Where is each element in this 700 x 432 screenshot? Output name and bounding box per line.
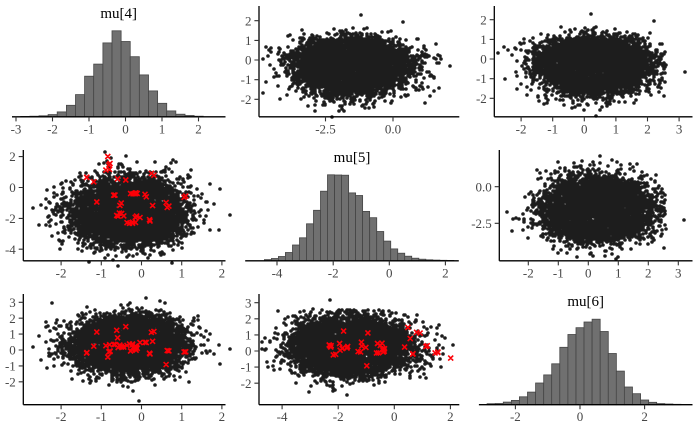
- svg-text:-1: -1: [553, 265, 564, 280]
- svg-text:3: 3: [245, 295, 252, 310]
- svg-text:2: 2: [645, 265, 652, 280]
- svg-text:-1: -1: [547, 121, 558, 136]
- svg-text:-2: -2: [5, 211, 16, 226]
- svg-text:mu[5]: mu[5]: [334, 150, 371, 166]
- svg-text:1: 1: [245, 33, 252, 48]
- svg-text:2: 2: [219, 265, 226, 280]
- svg-text:0: 0: [581, 121, 588, 136]
- svg-text:2: 2: [442, 265, 449, 280]
- svg-text:0: 0: [245, 53, 252, 68]
- svg-text:-1: -1: [241, 72, 252, 87]
- svg-text:0.0: 0.0: [476, 179, 492, 194]
- svg-text:-2: -2: [47, 121, 58, 136]
- svg-text:2: 2: [219, 409, 226, 424]
- svg-text:-4: -4: [272, 265, 283, 280]
- svg-text:-1: -1: [84, 121, 95, 136]
- svg-text:0: 0: [391, 409, 398, 424]
- svg-text:-2: -2: [56, 265, 67, 280]
- svg-text:-2: -2: [56, 409, 67, 424]
- svg-text:-2: -2: [5, 374, 16, 389]
- svg-text:2: 2: [447, 409, 454, 424]
- svg-text:1: 1: [245, 328, 252, 343]
- svg-text:1: 1: [480, 32, 487, 47]
- svg-text:0: 0: [245, 344, 252, 359]
- svg-text:-4: -4: [277, 409, 288, 424]
- svg-text:1: 1: [178, 409, 185, 424]
- svg-text:-2: -2: [516, 121, 527, 136]
- svg-text:-2: -2: [241, 92, 252, 107]
- svg-text:-2: -2: [241, 376, 252, 391]
- svg-text:1: 1: [615, 265, 622, 280]
- svg-text:0: 0: [138, 409, 145, 424]
- svg-text:2: 2: [641, 409, 648, 424]
- svg-text:0.0: 0.0: [385, 121, 401, 136]
- svg-text:-1: -1: [476, 71, 487, 86]
- svg-text:2: 2: [245, 13, 252, 28]
- svg-text:-2: -2: [523, 265, 534, 280]
- svg-text:2: 2: [245, 311, 252, 326]
- svg-text:2: 2: [9, 311, 16, 326]
- svg-text:-2: -2: [476, 91, 487, 106]
- svg-text:-1: -1: [241, 360, 252, 375]
- svg-text:3: 3: [675, 265, 682, 280]
- svg-text:-1: -1: [96, 265, 107, 280]
- svg-text:-4: -4: [5, 242, 16, 257]
- svg-text:-1: -1: [5, 359, 16, 374]
- svg-text:-1: -1: [96, 409, 107, 424]
- svg-text:mu[4]: mu[4]: [100, 6, 137, 22]
- svg-text:-2: -2: [510, 409, 521, 424]
- svg-text:0: 0: [9, 180, 16, 195]
- svg-text:0: 0: [386, 265, 393, 280]
- svg-text:2: 2: [195, 121, 202, 136]
- svg-text:2: 2: [644, 121, 651, 136]
- svg-text:3: 3: [676, 121, 683, 136]
- svg-text:0: 0: [9, 343, 16, 358]
- svg-text:-3: -3: [11, 121, 22, 136]
- svg-text:1: 1: [613, 121, 620, 136]
- svg-text:1: 1: [9, 327, 16, 342]
- svg-text:0: 0: [480, 52, 487, 67]
- svg-text:1: 1: [178, 265, 185, 280]
- svg-text:-2: -2: [333, 409, 344, 424]
- svg-text:0: 0: [585, 265, 592, 280]
- svg-text:0: 0: [122, 121, 129, 136]
- svg-text:-2: -2: [328, 265, 339, 280]
- svg-text:0: 0: [577, 409, 584, 424]
- svg-text:0: 0: [138, 265, 145, 280]
- svg-text:-2.5: -2.5: [315, 121, 336, 136]
- svg-text:1: 1: [159, 121, 166, 136]
- svg-text:-2.5: -2.5: [471, 216, 492, 231]
- svg-text:3: 3: [9, 295, 16, 310]
- svg-text:2: 2: [9, 149, 16, 164]
- svg-text:mu[6]: mu[6]: [567, 294, 604, 310]
- svg-text:2: 2: [480, 12, 487, 27]
